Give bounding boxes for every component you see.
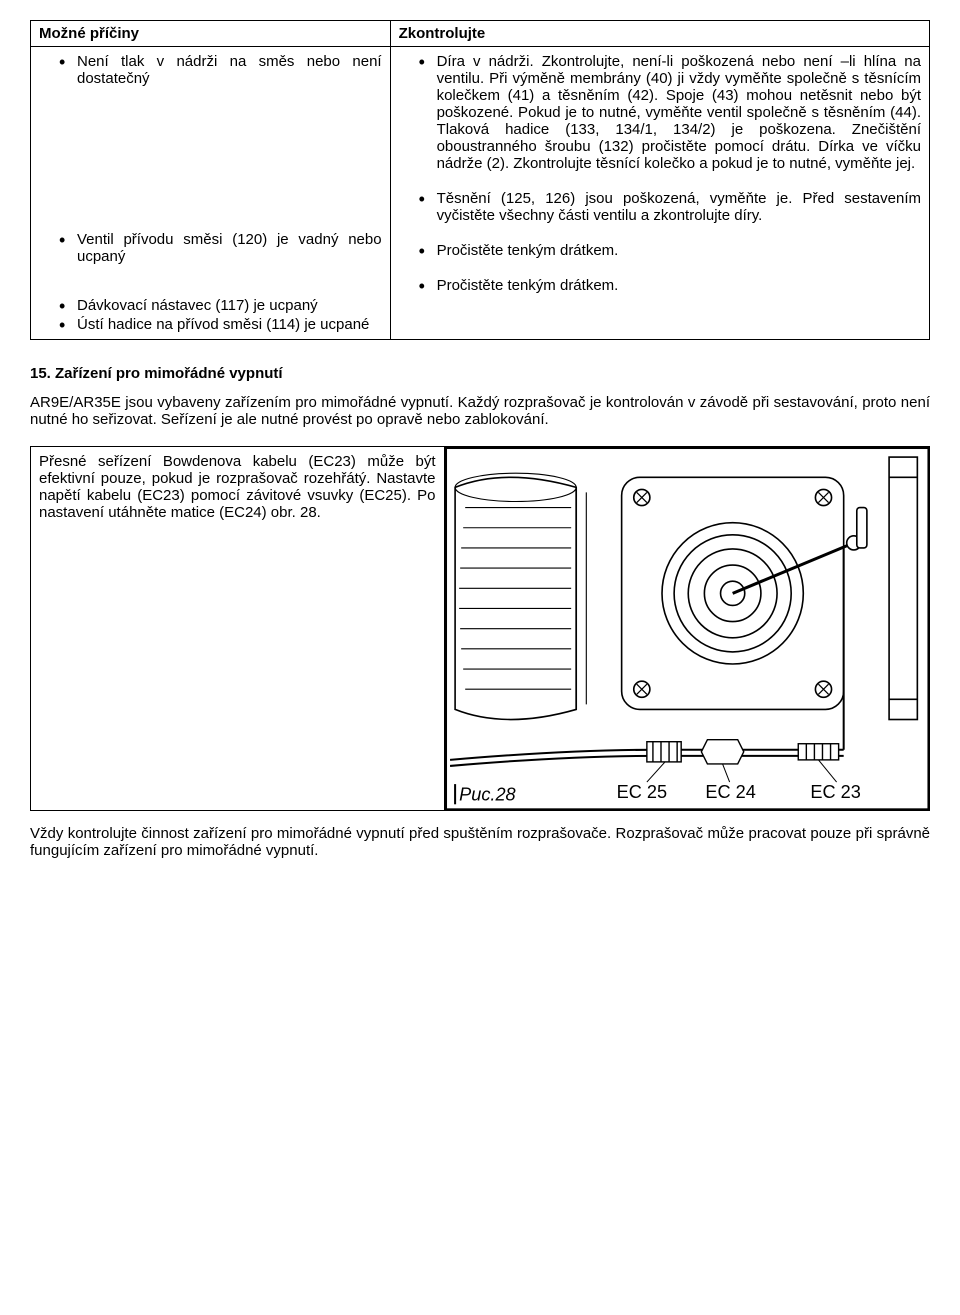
cell-causes: Není tlak v nádrži na směs nebo není dos… bbox=[31, 47, 391, 340]
label-ec23: EC 23 bbox=[810, 782, 860, 802]
check-item: Díra v nádrži. Zkontrolujte, není-li poš… bbox=[419, 53, 921, 172]
cause-item: Není tlak v nádrži na směs nebo není dos… bbox=[59, 53, 382, 87]
table-row: Není tlak v nádrži na směs nebo není dos… bbox=[31, 47, 930, 340]
figure-block: Přesné seřízení Bowdenova kabelu (EC23) … bbox=[30, 446, 930, 811]
header-causes: Možné příčiny bbox=[31, 21, 391, 47]
figure-image-cell: EC 25 EC 24 EC 23 Рис.28 bbox=[444, 447, 929, 811]
cause-item: Dávkovací nástavec (117) je ucpaný bbox=[59, 297, 382, 314]
cause-item: Ústí hadice na přívod směsi (114) je ucp… bbox=[59, 316, 382, 333]
section-paragraph: AR9E/AR35E jsou vybaveny zařízením pro m… bbox=[30, 394, 930, 428]
troubleshooting-table: Možné příčiny Zkontrolujte Není tlak v n… bbox=[30, 20, 930, 340]
cell-checks: Díra v nádrži. Zkontrolujte, není-li poš… bbox=[390, 47, 929, 340]
label-fignum: Рис.28 bbox=[459, 784, 516, 804]
closing-paragraph: Vždy kontrolujte činnost zařízení pro mi… bbox=[30, 825, 930, 859]
cause-item: Ventil přívodu směsi (120) je vadný nebo… bbox=[59, 231, 382, 265]
label-ec24: EC 24 bbox=[705, 782, 755, 802]
section-heading: 15. Zařízení pro mimořádné vypnutí bbox=[30, 365, 930, 382]
figure-text: Přesné seřízení Bowdenova kabelu (EC23) … bbox=[39, 453, 436, 521]
emergency-shutoff-diagram: EC 25 EC 24 EC 23 Рис.28 bbox=[445, 447, 929, 810]
label-ec25: EC 25 bbox=[616, 782, 666, 802]
figure-text-cell: Přesné seřízení Bowdenova kabelu (EC23) … bbox=[31, 447, 445, 811]
check-item: Pročistěte tenkým drátkem. bbox=[419, 277, 921, 294]
header-checks: Zkontrolujte bbox=[390, 21, 929, 47]
check-item: Pročistěte tenkým drátkem. bbox=[419, 242, 921, 259]
check-item: Těsnění (125, 126) jsou poškozená, vyměň… bbox=[419, 190, 921, 224]
